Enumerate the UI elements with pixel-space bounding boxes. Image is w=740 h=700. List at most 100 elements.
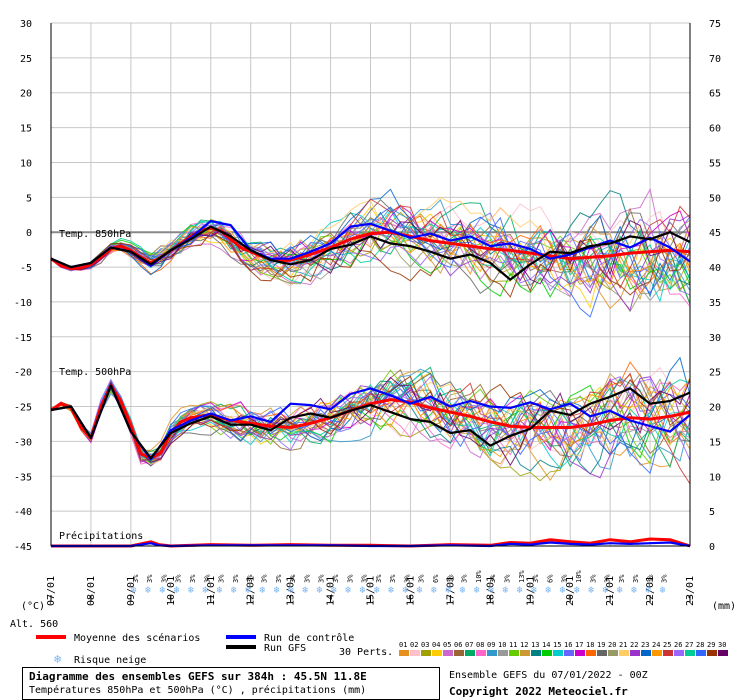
series-t500-5	[50, 384, 691, 460]
pert-swatch-29	[707, 650, 717, 656]
grid-lines	[50, 22, 691, 547]
snow-icon-17: ❄	[374, 585, 381, 596]
x-tick-7: 14/01	[326, 576, 337, 606]
snow-label-32: 3%	[589, 574, 597, 583]
pert-swatch-23	[641, 650, 651, 656]
snow-icon-18: ❄	[388, 585, 395, 596]
footer-subtitle: Températures 850hPa et 500hPa (°C) , pré…	[29, 685, 367, 696]
pert-num-11: 11	[509, 641, 517, 649]
y-left-tick-12: -30	[14, 437, 32, 448]
pert-swatch-08	[476, 650, 486, 656]
pert-num-03: 03	[421, 641, 429, 649]
y-left-tick-13: -35	[14, 472, 32, 483]
footer-run-info: Ensemble GEFS du 07/01/2022 - 00Z	[449, 670, 648, 681]
snow-label-25: 3%	[489, 574, 497, 583]
left-unit: (°C)	[21, 601, 45, 612]
pert-num-13: 13	[531, 641, 539, 649]
y-left-tick-15: -45	[14, 542, 32, 553]
y-right-tick-6: 45	[709, 228, 721, 239]
pert-p500-21	[50, 381, 691, 466]
pert-num-05: 05	[443, 641, 451, 649]
snow-label-37: 3%	[661, 574, 669, 583]
y-left-tick-2: 20	[20, 89, 32, 100]
x-tick-16: 23/01	[685, 576, 696, 606]
axes: 302520151050-5-10-15-20-25-30-35-40-4575…	[14, 19, 721, 606]
snow-label-20: 3%	[418, 574, 426, 583]
snow-icon-1: ❄	[145, 585, 152, 596]
pert-swatch-11	[509, 650, 519, 656]
y-right-tick-2: 65	[709, 89, 721, 100]
pert-num-22: 22	[630, 641, 638, 649]
pert-swatch-25	[663, 650, 673, 656]
x-tick-2: 09/01	[126, 576, 137, 606]
pert-swatch-03	[421, 650, 431, 656]
snow-icon-12: ❄	[302, 585, 309, 596]
snow-label-7: 3%	[232, 574, 240, 583]
pert-swatch-15	[553, 650, 563, 656]
snow-label-19: 3%	[403, 574, 411, 583]
snow-risk-row: 3% ❄ 3% ❄ 3% ❄ 3% ❄ 3% ❄ 3% ❄ 3% ❄ 3% ❄ 3% ❄ 3% ❄ 3% ❄ 3% ❄ 3% ❄ 3…	[131, 570, 669, 596]
snow-icon-19: ❄	[402, 585, 409, 596]
y-left-tick-6: 0	[26, 228, 32, 239]
y-right-tick-4: 55	[709, 158, 721, 169]
snow-label-6: 3%	[218, 574, 226, 583]
snow-icon-8: ❄	[245, 585, 252, 596]
x-tick-10: 17/01	[445, 576, 456, 606]
snow-icon-13: ❄	[317, 585, 324, 596]
pert-swatch-06	[454, 650, 464, 656]
pert-num-30: 30	[718, 641, 726, 649]
legend-perts-label: 30 Perts.	[339, 647, 393, 658]
pert-num-19: 19	[597, 641, 605, 649]
pert-num-04: 04	[432, 641, 440, 649]
snow-icon-0: ❄	[131, 585, 138, 596]
snow-label-21: 6%	[432, 574, 440, 583]
y-left-tick-11: -25	[14, 403, 32, 414]
pert-swatch-26	[674, 650, 684, 656]
main-series-lines	[50, 219, 691, 548]
snow-label-30: 3%	[561, 574, 569, 583]
pert-num-10: 10	[498, 641, 506, 649]
y-right-tick-13: 10	[709, 472, 721, 483]
x-tick-14: 21/01	[605, 576, 616, 606]
y-left-tick-8: -10	[14, 298, 32, 309]
right-unit: (mm)	[712, 601, 736, 612]
y-left-tick-10: -20	[14, 368, 32, 379]
snow-icon-33: ❄	[603, 585, 610, 596]
snow-label-5: 3%	[203, 574, 211, 583]
snow-legend-icon: ❄	[54, 652, 61, 665]
pert-p850-26	[50, 218, 691, 296]
pert-swatch-28	[696, 650, 706, 656]
pert-num-15: 15	[553, 641, 561, 649]
pert-swatch-07	[465, 650, 475, 656]
snow-label-8: 3%	[246, 574, 254, 583]
pert-num-07: 07	[465, 641, 473, 649]
series-t850-2	[50, 225, 691, 281]
pert-swatch-05	[443, 650, 453, 656]
y-left-tick-14: -40	[14, 507, 32, 518]
snow-icon-24: ❄	[474, 585, 481, 596]
legend-snow-label: Risque neige	[74, 655, 146, 665]
pert-swatch-04	[432, 650, 442, 656]
snow-icon-35: ❄	[631, 585, 638, 596]
snow-icon-22: ❄	[445, 585, 452, 596]
y-right-tick-11: 20	[709, 403, 721, 414]
x-tick-15: 22/01	[645, 576, 656, 606]
legend: Moyenne des scénarios Run de contrôle Ru…	[36, 632, 728, 665]
pert-num-02: 02	[410, 641, 418, 649]
pert-num-14: 14	[542, 641, 550, 649]
x-tick-6: 13/01	[286, 576, 297, 606]
pert-p850-27	[50, 220, 691, 291]
pert-swatch-21	[619, 650, 629, 656]
pert-num-26: 26	[674, 641, 682, 649]
pert-swatch-02	[410, 650, 420, 656]
pert-p850-16	[50, 212, 691, 283]
y-left-tick-4: 10	[20, 158, 32, 169]
snow-label-34: 3%	[618, 574, 626, 583]
snow-label-18: 3%	[389, 574, 397, 583]
precip-label: Précipitations	[59, 530, 143, 542]
snow-icon-30: ❄	[560, 585, 567, 596]
pert-num-21: 21	[619, 641, 627, 649]
footer-copyright: Copyright 2022 Meteociel.fr	[449, 685, 628, 698]
pert-num-20: 20	[608, 641, 616, 649]
x-tick-9: 16/01	[405, 576, 416, 606]
